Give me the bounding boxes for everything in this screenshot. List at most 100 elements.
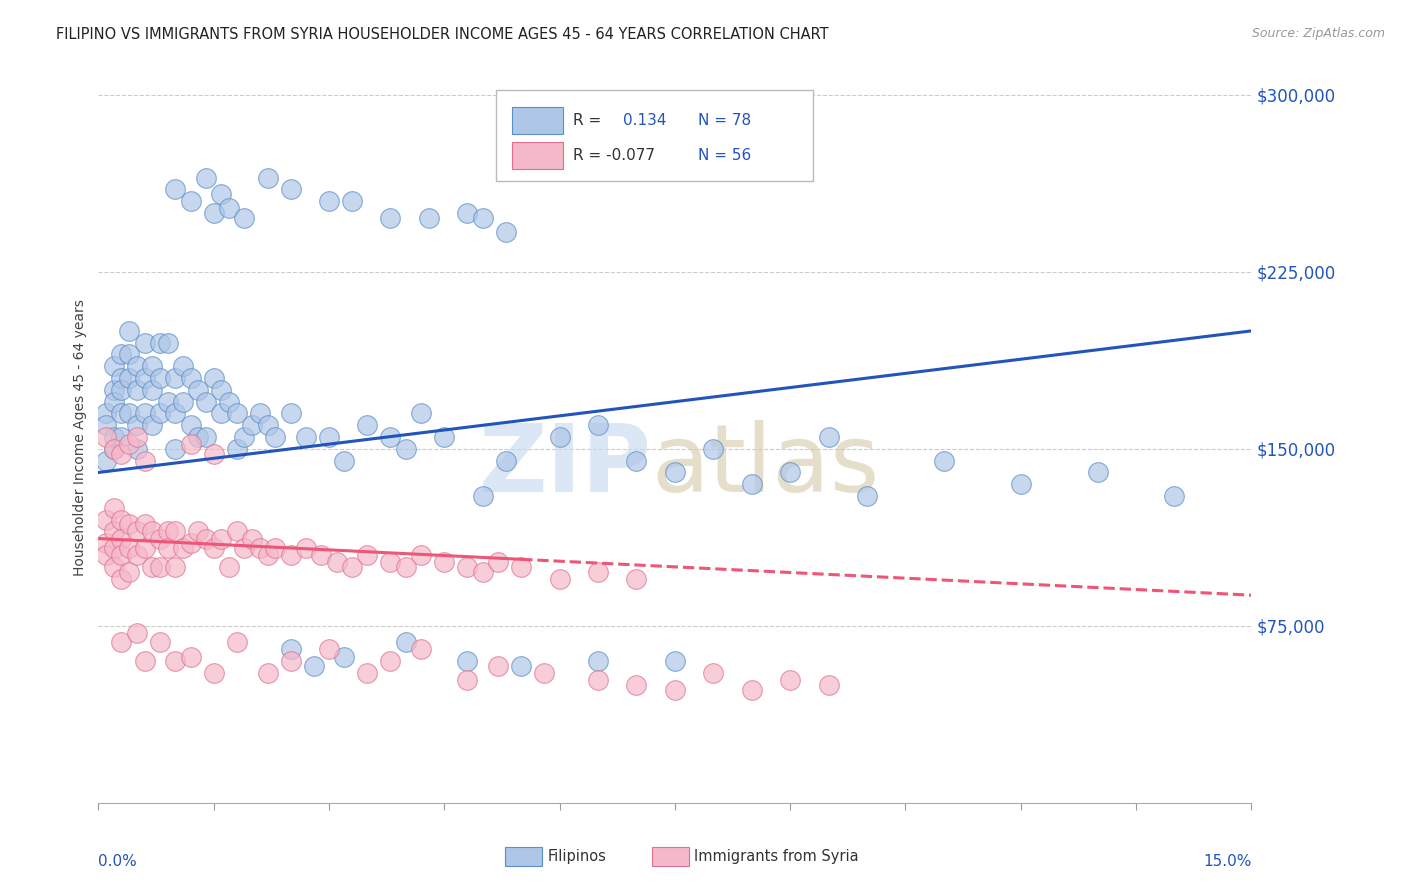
- Point: [418, 211, 440, 225]
- Point: [134, 371, 156, 385]
- Point: [118, 407, 141, 421]
- Point: [280, 407, 302, 421]
- Point: [586, 654, 609, 668]
- Point: [225, 442, 247, 456]
- Point: [209, 383, 232, 397]
- Point: [141, 383, 163, 397]
- Point: [586, 418, 609, 433]
- Point: [495, 453, 517, 467]
- Point: [103, 541, 125, 555]
- Point: [702, 442, 724, 456]
- Point: [218, 394, 240, 409]
- Point: [103, 559, 125, 574]
- Point: [218, 559, 240, 574]
- Point: [249, 407, 271, 421]
- Point: [486, 659, 509, 673]
- Point: [141, 524, 163, 539]
- Point: [110, 407, 132, 421]
- Point: [195, 430, 218, 444]
- Point: [165, 442, 187, 456]
- Point: [280, 182, 302, 196]
- FancyBboxPatch shape: [496, 90, 813, 181]
- Point: [1087, 466, 1109, 480]
- Point: [180, 418, 202, 433]
- Point: [195, 394, 218, 409]
- Point: [149, 371, 172, 385]
- Point: [134, 335, 156, 350]
- Point: [380, 654, 402, 668]
- Point: [356, 666, 378, 681]
- Point: [256, 548, 278, 562]
- Point: [110, 513, 132, 527]
- Point: [118, 437, 141, 451]
- Point: [280, 642, 302, 657]
- Point: [103, 442, 125, 456]
- Point: [456, 559, 478, 574]
- Point: [225, 635, 247, 649]
- Point: [103, 500, 125, 515]
- Point: [318, 430, 340, 444]
- Point: [779, 466, 801, 480]
- Point: [548, 430, 571, 444]
- Point: [586, 673, 609, 687]
- Point: [209, 187, 232, 202]
- Point: [233, 430, 256, 444]
- Point: [817, 678, 839, 692]
- Point: [626, 678, 648, 692]
- Point: [240, 532, 263, 546]
- Point: [172, 359, 194, 374]
- Point: [165, 407, 187, 421]
- Point: [302, 659, 325, 673]
- Point: [110, 532, 132, 546]
- Point: [741, 477, 763, 491]
- Point: [141, 559, 163, 574]
- Point: [149, 407, 172, 421]
- Point: [202, 206, 225, 220]
- Point: [356, 548, 378, 562]
- Point: [103, 524, 125, 539]
- Point: [456, 673, 478, 687]
- Point: [149, 635, 172, 649]
- Point: [94, 548, 117, 562]
- Point: [510, 559, 533, 574]
- Point: [209, 407, 232, 421]
- Point: [110, 347, 132, 361]
- Point: [110, 383, 132, 397]
- Point: [380, 430, 402, 444]
- Point: [134, 517, 156, 532]
- Point: [103, 383, 125, 397]
- Point: [172, 394, 194, 409]
- Point: [94, 513, 117, 527]
- Point: [125, 430, 148, 444]
- FancyBboxPatch shape: [652, 847, 689, 866]
- Point: [495, 225, 517, 239]
- Point: [156, 524, 179, 539]
- Point: [249, 541, 271, 555]
- Point: [149, 335, 172, 350]
- Point: [218, 201, 240, 215]
- Text: Filipinos: Filipinos: [548, 849, 607, 864]
- Point: [202, 447, 225, 461]
- Point: [156, 394, 179, 409]
- Point: [1163, 489, 1185, 503]
- Point: [94, 536, 117, 550]
- Point: [395, 559, 418, 574]
- FancyBboxPatch shape: [512, 107, 562, 134]
- Point: [103, 359, 125, 374]
- Point: [318, 194, 340, 208]
- Point: [856, 489, 879, 503]
- Point: [110, 430, 132, 444]
- Text: R =: R =: [574, 113, 602, 128]
- Point: [180, 194, 202, 208]
- Point: [125, 418, 148, 433]
- Point: [180, 371, 202, 385]
- Y-axis label: Householder Income Ages 45 - 64 years: Householder Income Ages 45 - 64 years: [73, 299, 87, 575]
- Point: [103, 430, 125, 444]
- Text: R = -0.077: R = -0.077: [574, 148, 655, 163]
- Point: [456, 654, 478, 668]
- Point: [548, 572, 571, 586]
- Point: [471, 489, 494, 503]
- Text: atlas: atlas: [652, 420, 880, 512]
- Point: [202, 541, 225, 555]
- Text: ZIP: ZIP: [479, 420, 652, 512]
